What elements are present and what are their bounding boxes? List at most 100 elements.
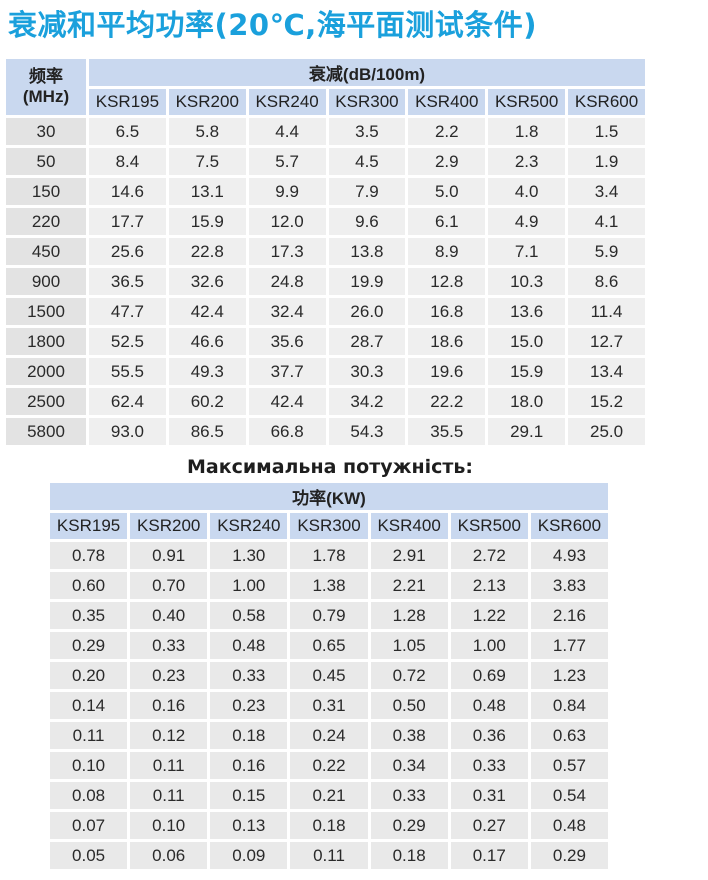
attenuation-cell: 15.2: [568, 388, 645, 415]
power-cell: 0.69: [450, 662, 528, 689]
power-cell: 0.38: [370, 722, 448, 749]
attenuation-cell: 13.4: [568, 358, 645, 385]
attenuation-cell: 17.7: [89, 208, 166, 235]
power-cell: 0.11: [290, 842, 368, 869]
power-cell: 0.29: [50, 632, 128, 659]
attenuation-cell: 60.2: [168, 388, 246, 415]
table-row: 0.08 0.11 0.15 0.21 0.33 0.31 0.54: [50, 782, 608, 809]
attenuation-cell: 8.9: [408, 238, 486, 265]
attenuation-cell: 7.1: [488, 238, 566, 265]
attenuation-cell: 7.5: [168, 148, 246, 175]
attenuation-cell: 4.9: [488, 208, 566, 235]
power-cell: 0.05: [50, 842, 128, 869]
power-cell: 0.78: [50, 542, 128, 569]
power-section-title: Максимальна потужність:: [186, 456, 474, 478]
power-cell: 0.11: [50, 722, 128, 749]
power-cell: 1.05: [370, 632, 448, 659]
table-row: 0.78 0.91 1.30 1.78 2.91 2.72 4.93: [50, 542, 608, 569]
table-row: 30 6.5 5.8 4.4 3.5 2.2 1.8 1.5: [6, 118, 645, 145]
attenuation-cell: 30.3: [328, 358, 406, 385]
power-cell: 0.23: [130, 662, 208, 689]
attenuation-cell: 4.0: [488, 178, 566, 205]
power-cell: 0.70: [130, 572, 208, 599]
frequency-cell: 900: [6, 268, 86, 295]
model-header-ksr195: KSR195: [89, 89, 166, 115]
attenuation-cell: 86.5: [168, 418, 246, 445]
attenuation-cell: 25.0: [568, 418, 645, 445]
attenuation-cell: 13.6: [488, 298, 566, 325]
power-model-header-ksr300: KSR300: [290, 513, 368, 539]
attenuation-cell: 17.3: [248, 238, 326, 265]
power-cell: 0.21: [290, 782, 368, 809]
attenuation-cell: 4.4: [248, 118, 326, 145]
power-cell: 0.20: [50, 662, 128, 689]
attenuation-cell: 55.5: [89, 358, 166, 385]
frequency-cell: 5800: [6, 418, 86, 445]
power-model-header-ksr240: KSR240: [210, 513, 288, 539]
power-cell: 0.57: [530, 752, 608, 779]
attenuation-cell: 12.7: [568, 328, 645, 355]
attenuation-cell: 42.4: [168, 298, 246, 325]
attenuation-cell: 14.6: [89, 178, 166, 205]
power-cell: 0.48: [450, 692, 528, 719]
attenuation-cell: 3.5: [328, 118, 406, 145]
table-row: 900 36.5 32.6 24.8 19.9 12.8 10.3 8.6: [6, 268, 645, 295]
power-cell: 2.72: [450, 542, 528, 569]
attenuation-cell: 15.9: [168, 208, 246, 235]
frequency-cell: 2000: [6, 358, 86, 385]
power-cell: 0.34: [370, 752, 448, 779]
power-cell: 0.16: [210, 752, 288, 779]
power-cell: 4.93: [530, 542, 608, 569]
attenuation-cell: 5.0: [408, 178, 486, 205]
power-cell: 0.08: [50, 782, 128, 809]
power-cell: 0.33: [210, 662, 288, 689]
attenuation-cell: 32.4: [248, 298, 326, 325]
power-cell: 0.58: [210, 602, 288, 629]
power-group-header: 功率(KW): [50, 483, 608, 510]
power-cell: 1.77: [530, 632, 608, 659]
attenuation-cell: 42.4: [248, 388, 326, 415]
table-row: 1800 52.5 46.6 35.6 28.7 18.6 15.0 12.7: [6, 328, 645, 355]
power-cell: 0.09: [210, 842, 288, 869]
power-cell: 0.33: [130, 632, 208, 659]
power-cell: 0.07: [50, 812, 128, 839]
attenuation-cell: 1.5: [568, 118, 645, 145]
power-cell: 0.11: [130, 752, 208, 779]
power-cell: 0.40: [130, 602, 208, 629]
power-cell: 0.72: [370, 662, 448, 689]
power-cell: 0.60: [50, 572, 128, 599]
power-cell: 1.28: [370, 602, 448, 629]
attenuation-cell: 15.9: [488, 358, 566, 385]
attenuation-cell: 24.8: [248, 268, 326, 295]
attenuation-cell: 5.7: [248, 148, 326, 175]
attenuation-cell: 66.8: [248, 418, 326, 445]
power-cell: 0.84: [530, 692, 608, 719]
frequency-header: 频率 (MHz): [6, 59, 86, 115]
model-header-ksr500: KSR500: [488, 89, 566, 115]
frequency-cell: 30: [6, 118, 86, 145]
power-cell: 0.14: [50, 692, 128, 719]
power-cell: 0.33: [450, 752, 528, 779]
table-row: 0.14 0.16 0.23 0.31 0.50 0.48 0.84: [50, 692, 608, 719]
power-cell: 0.06: [130, 842, 208, 869]
power-cell: 2.21: [370, 572, 448, 599]
power-cell: 0.17: [450, 842, 528, 869]
power-model-header-ksr400: KSR400: [370, 513, 448, 539]
power-model-header-ksr200: KSR200: [130, 513, 208, 539]
table-row: 1500 47.7 42.4 32.4 26.0 16.8 13.6 11.4: [6, 298, 645, 325]
power-cell: 0.33: [370, 782, 448, 809]
power-cell: 2.13: [450, 572, 528, 599]
attenuation-cell: 22.2: [408, 388, 486, 415]
power-cell: 0.35: [50, 602, 128, 629]
table-row: 0.10 0.11 0.16 0.22 0.34 0.33 0.57: [50, 752, 608, 779]
attenuation-cell: 5.9: [568, 238, 645, 265]
power-cell: 1.30: [210, 542, 288, 569]
attenuation-cell: 35.5: [408, 418, 486, 445]
attenuation-cell: 6.1: [408, 208, 486, 235]
table-row: 50 8.4 7.5 5.7 4.5 2.9 2.3 1.9: [6, 148, 645, 175]
power-cell: 0.63: [530, 722, 608, 749]
attenuation-cell: 9.9: [248, 178, 326, 205]
attenuation-cell: 36.5: [89, 268, 166, 295]
attenuation-cell: 12.8: [408, 268, 486, 295]
power-cell: 1.38: [290, 572, 368, 599]
